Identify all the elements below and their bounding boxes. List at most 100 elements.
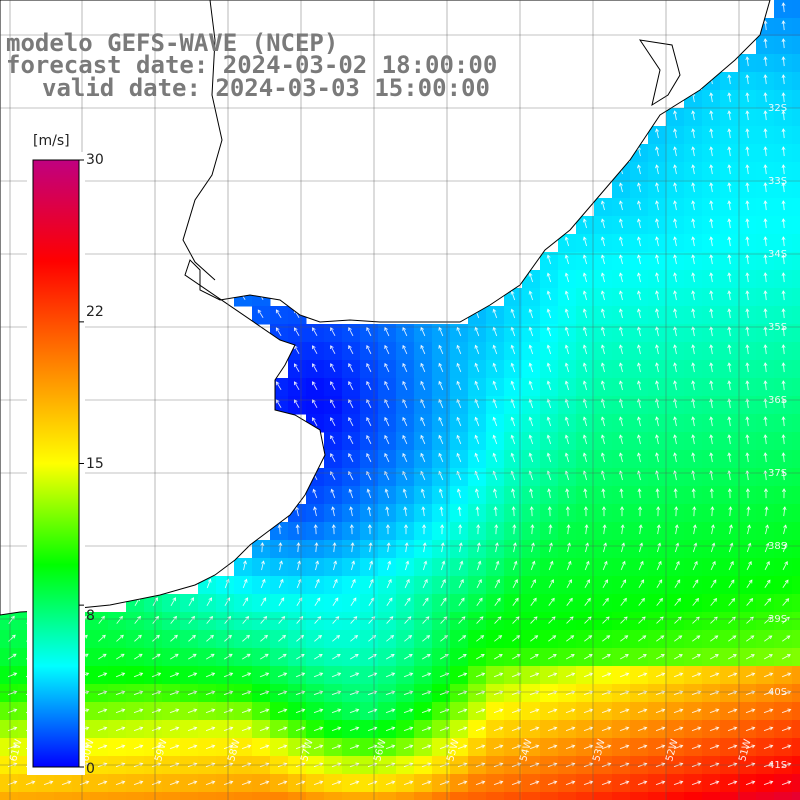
wind-arrow [8,634,16,642]
wind-field-cell [126,702,145,721]
wind-field-cell [360,666,379,685]
wind-field-cell [522,792,541,800]
wind-field-cell [576,702,595,721]
wind-arrow [384,362,390,373]
wind-arrow [475,708,486,714]
wind-arrow [727,398,732,409]
wind-arrow [422,635,431,642]
wind-arrow [474,362,480,373]
wind-arrow [494,579,500,589]
wind-arrow [584,524,589,535]
wind-field-cell [540,522,559,541]
wind-field-cell [738,324,757,343]
wind-arrow [728,635,737,642]
wind-arrow [205,744,216,750]
wind-field-cell [252,630,271,649]
wind-arrow [709,254,714,265]
wind-field-cell [756,720,775,739]
wind-field-cell [324,666,343,685]
wind-arrow [727,164,732,175]
wind-arrow [781,146,786,157]
wind-arrow [673,200,678,211]
wind-field-cell [666,450,685,469]
wind-arrow [223,726,234,732]
wind-arrow [673,398,678,409]
wind-field-cell [792,702,800,721]
wind-field-cell [792,504,800,523]
wind-arrow [476,597,483,606]
wind-arrow [602,579,609,589]
wind-field-cell [774,432,793,451]
wind-arrow [366,344,372,355]
wind-field-cell [522,468,541,487]
wind-field-cell [612,180,631,199]
wind-arrow [422,597,429,606]
wind-arrow [583,744,594,750]
wind-arrow [223,780,234,786]
wind-field-cell [720,288,739,307]
wind-field-cell [504,612,523,631]
wind-field-cell [756,252,775,271]
wind-arrow [782,542,788,553]
wind-arrow [438,362,444,373]
wind-arrow [206,578,212,589]
wind-field-cell [468,486,487,505]
wind-field-cell [792,72,800,91]
wind-field-cell [612,432,631,451]
wind-field-cell [774,360,793,379]
wind-field-cell [540,720,559,739]
wind-arrow [655,434,660,445]
wind-arrow [691,434,696,445]
wind-arrow [348,435,354,445]
wind-arrow [314,597,321,607]
wind-field-cell [198,684,217,703]
wind-field-cell [234,612,253,631]
wind-field-cell [558,648,577,667]
wind-arrow [691,200,696,211]
wind-field-cell [360,648,379,667]
wind-arrow [79,780,90,786]
wind-field-cell [720,450,739,469]
wind-arrow [366,488,372,499]
wind-arrow [510,308,516,319]
lat-label: 36S [768,395,787,406]
wind-arrow [259,672,270,678]
wind-field-cell [306,594,325,613]
wind-field-cell [684,432,703,451]
wind-field-cell [108,612,127,631]
wind-arrow [384,344,390,355]
wind-arrow [187,708,198,714]
wind-field-cell [522,774,541,793]
wind-arrow [746,560,752,571]
wind-arrow [241,726,252,732]
wind-arrow [619,654,629,660]
wind-field-cell [270,774,289,793]
wind-arrow [564,254,570,265]
wind-field-cell [738,432,757,451]
wind-field-cell [612,486,631,505]
wind-field-cell [720,360,739,379]
wind-arrow [402,362,408,373]
wind-arrow [763,708,774,714]
wind-field-cell [720,306,739,325]
wind-arrow [313,744,324,750]
wind-field-cell [738,126,757,145]
wind-arrow [169,780,180,786]
wind-arrow [745,110,750,121]
wind-field-cell [414,594,433,613]
wind-field-cell [234,792,253,800]
wind-field-cell [648,342,667,361]
wind-field-cell [288,702,307,721]
wind-field-cell [252,540,271,559]
wind-arrow [602,560,608,571]
wind-arrow [546,290,552,301]
wind-field-cell [126,774,145,793]
wind-field-cell [774,18,793,37]
wind-field-cell [576,576,595,595]
wind-field-cell [720,108,739,127]
wind-field-cell [576,450,595,469]
wind-arrow [582,218,588,229]
wind-field-cell [756,630,775,649]
wind-field-cell [504,540,523,559]
wind-field-cell [396,792,415,800]
